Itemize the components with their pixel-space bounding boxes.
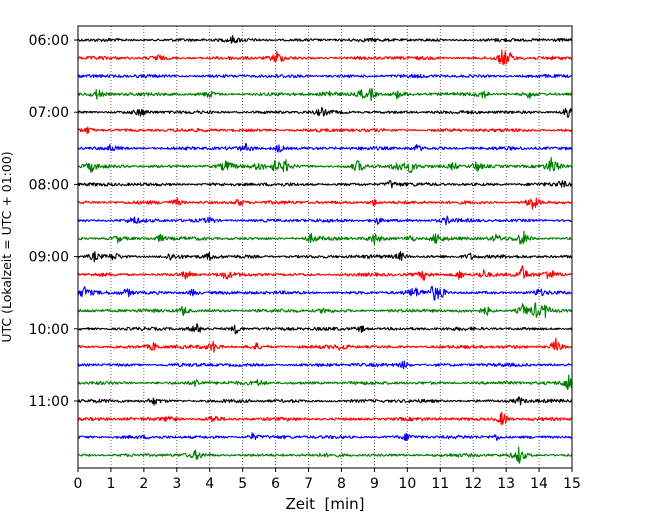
plot-area: [78, 26, 572, 468]
y-tick-label: 06:00: [29, 33, 69, 49]
x-tick-label: 14: [530, 476, 548, 492]
traces: [77, 34, 573, 464]
y-tick-label: 10:00: [29, 322, 69, 338]
x-tick-label: 5: [238, 476, 247, 492]
x-axis-ticks: 0 1 2 3 4 5 6 7 8 9 10 11 12 13 14 15: [74, 468, 581, 492]
seismogram-trace: [77, 73, 573, 79]
y-axis-label: UTC (Lokalzeit = UTC + 01:00): [0, 151, 14, 342]
seismogram-trace: [77, 230, 572, 245]
x-axis-label: Zeit [min]: [285, 495, 364, 513]
seismogram-trace: [77, 142, 573, 153]
seismogram-trace: [77, 265, 573, 281]
seismogram-trace: [77, 156, 573, 174]
seismogram-trace: [77, 34, 573, 44]
y-axis-ticks: 06:00 07:00 08:00 09:00 10:00 11:00: [29, 33, 78, 410]
seismogram-trace: [77, 197, 573, 210]
seismogram-trace: [77, 360, 573, 370]
seismogram-trace: [77, 374, 573, 390]
x-tick-label: 0: [74, 476, 83, 492]
x-tick-label: 1: [106, 476, 115, 492]
seismogram-trace: [77, 87, 573, 102]
y-tick-label: 08:00: [29, 177, 69, 193]
x-tick-label: 11: [431, 476, 449, 492]
x-tick-label: 12: [464, 476, 482, 492]
seismogram-trace: [77, 180, 573, 189]
seismogram-trace: [77, 49, 573, 66]
x-tick-label: 2: [139, 476, 148, 492]
x-tick-label: 9: [370, 476, 379, 492]
x-tick-label: 13: [497, 476, 515, 492]
y-tick-label: 09:00: [29, 250, 69, 266]
seismogram-trace: [77, 446, 573, 464]
seismogram-trace: [77, 250, 573, 263]
x-tick-label: 15: [563, 476, 581, 492]
plot-frame: [77, 25, 573, 469]
x-tick-label: 8: [337, 476, 346, 492]
y-tick-label: 07:00: [29, 105, 69, 121]
x-tick-label: 7: [304, 476, 313, 492]
x-tick-label: 4: [205, 476, 214, 492]
seismogram-trace: [77, 106, 573, 118]
seismogram-trace: [77, 396, 573, 406]
x-tick-label: 10: [398, 476, 416, 492]
x-tick-label: 3: [172, 476, 181, 492]
y-tick-label: 11:00: [29, 394, 69, 410]
seismogram-trace: [77, 432, 573, 442]
seismogram-trace: [77, 286, 573, 301]
x-tick-label: 6: [271, 476, 280, 492]
seismogram-trace: [78, 302, 573, 319]
seismogram-trace: [77, 215, 573, 226]
seismogram-trace: [77, 323, 573, 335]
seismogram-trace: [77, 337, 573, 353]
seismogram-trace: [77, 411, 573, 425]
seismogram-trace: [77, 126, 573, 135]
